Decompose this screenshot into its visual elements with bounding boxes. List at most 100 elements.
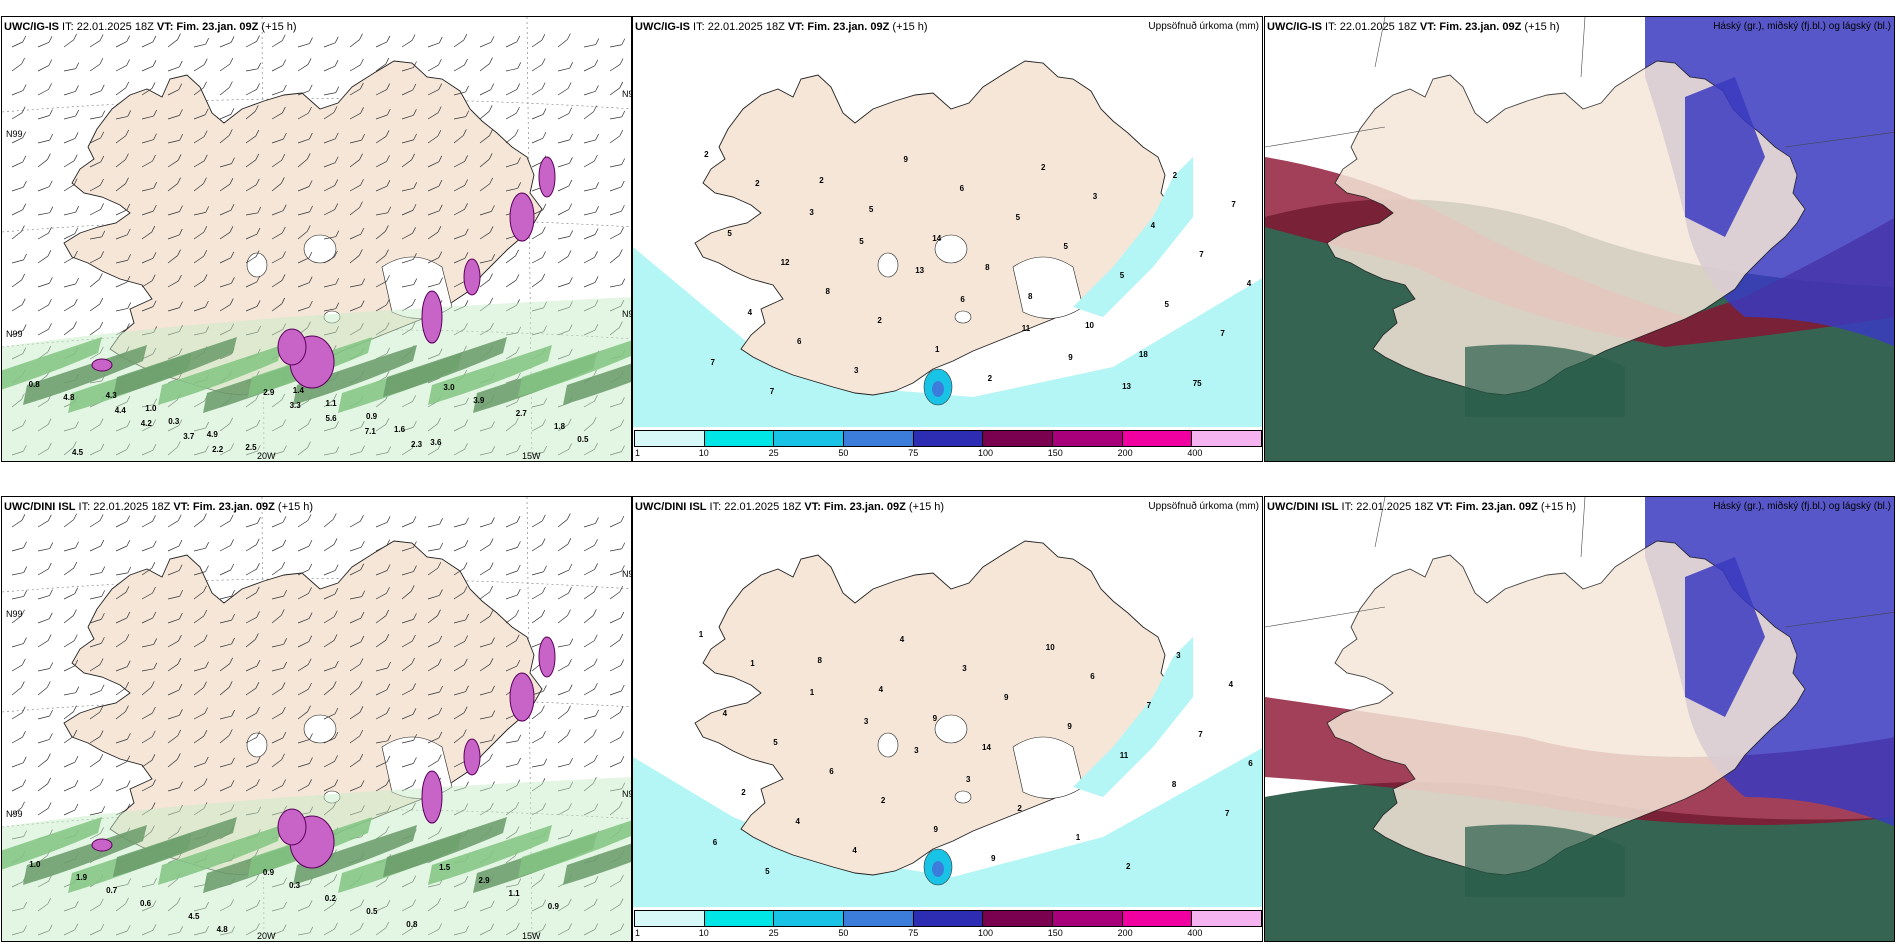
model-name: UWC/DINI ISL <box>635 501 707 513</box>
value-label: 4 <box>748 308 753 317</box>
value-label: 6 <box>1090 672 1095 681</box>
legend-tick: 50 <box>838 928 849 938</box>
high-cloud-land <box>1465 824 1625 897</box>
low-cloud-land <box>1685 77 1765 237</box>
convective-cells <box>91 156 556 389</box>
value-label: 4 <box>796 817 801 826</box>
init-time: IT: 22.01.2025 18Z <box>59 21 157 33</box>
value-label: 2 <box>877 316 882 325</box>
value-label: 13 <box>915 266 924 275</box>
legend-tick: 10 <box>698 448 709 458</box>
value-label: 7 <box>1220 329 1225 338</box>
model-name: UWC/DINI ISL <box>1267 501 1339 513</box>
grid-label: 20W <box>257 451 276 461</box>
precip-area-sea <box>633 247 1262 427</box>
value-label: 2 <box>1017 804 1022 813</box>
value-label: 8 <box>818 656 823 665</box>
value-label: 9 <box>1004 693 1009 702</box>
legend-swatch <box>635 911 705 926</box>
value-label: 0.7 <box>106 886 118 895</box>
precip-area-east <box>1073 637 1193 797</box>
legend-swatch <box>1053 911 1123 926</box>
value-label: 14 <box>982 743 991 752</box>
value-label: 4 <box>1247 279 1252 288</box>
value-label: 2.2 <box>212 445 224 454</box>
grid-label: N99 <box>622 309 632 319</box>
value-label: 3.6 <box>430 438 442 447</box>
valid-time: VT: Fim. 23.jan. 09Z <box>1419 21 1522 33</box>
value-label: 0.9 <box>366 412 378 421</box>
legend-tick: 75 <box>908 448 919 458</box>
value-label: 5 <box>1165 300 1170 309</box>
low-cloud-land <box>1685 557 1765 717</box>
init-time: IT: 22.01.2025 18Z <box>1338 501 1437 513</box>
legend-tick: 75 <box>908 928 919 938</box>
legend-swatch <box>1192 911 1262 926</box>
legend-swatch <box>1122 431 1193 446</box>
glaciers <box>877 714 1084 804</box>
value-label: 4 <box>900 635 905 644</box>
panel-header: UWC/DINI ISL IT: 22.01.2025 18Z VT: Fim.… <box>1267 501 1576 513</box>
legend-swatch <box>983 911 1054 926</box>
legend-tick: 200 <box>1117 928 1133 938</box>
heavy-precip-core-inner <box>932 861 944 877</box>
legend-tick: 400 <box>1187 448 1203 458</box>
value-label: 3.7 <box>183 432 195 441</box>
value-label: 2.7 <box>516 409 528 418</box>
value-label: 0.9 <box>263 868 275 877</box>
legend-tick: 25 <box>768 448 779 458</box>
legend-tick: 100 <box>978 448 994 458</box>
grid-label: 15W <box>522 931 541 941</box>
legend-swatch <box>704 911 775 926</box>
value-label: 3 <box>1176 651 1181 660</box>
graticule <box>1265 17 1894 148</box>
value-label: 5 <box>727 229 732 238</box>
value-label: 11 <box>1022 324 1031 333</box>
wind-values: 1.0 1.9 0.7 0.6 4.5 4.8 0.9 0.3 0.2 0.5 0.8 1.5 2.9 1… <box>29 860 559 934</box>
value-label: 1 <box>699 630 704 639</box>
value-label: 5 <box>859 237 864 246</box>
value-label: 2 <box>988 374 993 383</box>
value-label: 9 <box>1067 722 1072 731</box>
glaciers <box>877 234 1084 324</box>
precip-values: 1113332123445629910677624443991187658491… <box>699 630 1253 876</box>
value-label: 3.9 <box>473 396 485 405</box>
value-label: 0.2 <box>325 894 337 903</box>
valid-time: VT: Fim. 23.jan. 09Z <box>787 21 890 33</box>
grid-label: 15W <box>522 451 541 461</box>
value-label: 5 <box>765 867 770 876</box>
wind-precip-panel-top: 0.8 4.8 4.4 4.2 3.7 2.2 2.9 3.3 5.6 7.1 2.3 3.0 3.9 2… <box>1 16 632 462</box>
value-label: 1.6 <box>394 425 406 434</box>
value-label: 3 <box>966 775 971 784</box>
accumulated-precip-panel-bottom: 1 1 1 3 3 3 2 1 2 3 4 4 5 6 2 9 9 10 6 7 7 6 2 4 4 4 3 9 9 11 8 7 6 5 8 4 9 1… <box>632 496 1263 942</box>
value-label: 2 <box>755 179 760 188</box>
value-label: 6 <box>713 838 718 847</box>
value-label: 10 <box>1085 321 1094 330</box>
value-label: 4.8 <box>63 393 75 402</box>
legend-tick: 400 <box>1187 928 1203 938</box>
value-label: 2 <box>741 788 746 797</box>
model-name: UWC/DINI ISL <box>4 501 76 513</box>
legend-swatch <box>635 431 705 446</box>
grid-label: N99 <box>622 89 632 99</box>
value-label: 0.5 <box>577 435 589 444</box>
init-time: IT: 22.01.2025 18Z <box>1322 21 1420 33</box>
value-label: 75 <box>1193 379 1202 388</box>
legend-swatch <box>704 431 775 446</box>
valid-time: VT: Fim. 23.jan. 09Z <box>1436 501 1538 513</box>
value-label: 1.5 <box>439 863 451 872</box>
value-label: 0.6 <box>140 899 152 908</box>
value-label: 9 <box>991 854 996 863</box>
value-label: 7 <box>1198 730 1203 739</box>
legend-colorbar <box>634 430 1262 447</box>
valid-time: VT: Fim. 23.jan. 09Z <box>156 21 259 33</box>
value-label: 1.4 <box>293 386 305 395</box>
value-label: 5 <box>773 738 778 747</box>
init-time: IT: 22.01.2025 18Z <box>706 501 805 513</box>
grid-label: N99 <box>622 789 632 799</box>
value-label: 1 <box>810 688 815 697</box>
value-label: 2 <box>1126 862 1131 871</box>
value-label: 9 <box>904 155 909 164</box>
graticule <box>1265 497 1894 628</box>
value-label: 1.8 <box>554 422 566 431</box>
